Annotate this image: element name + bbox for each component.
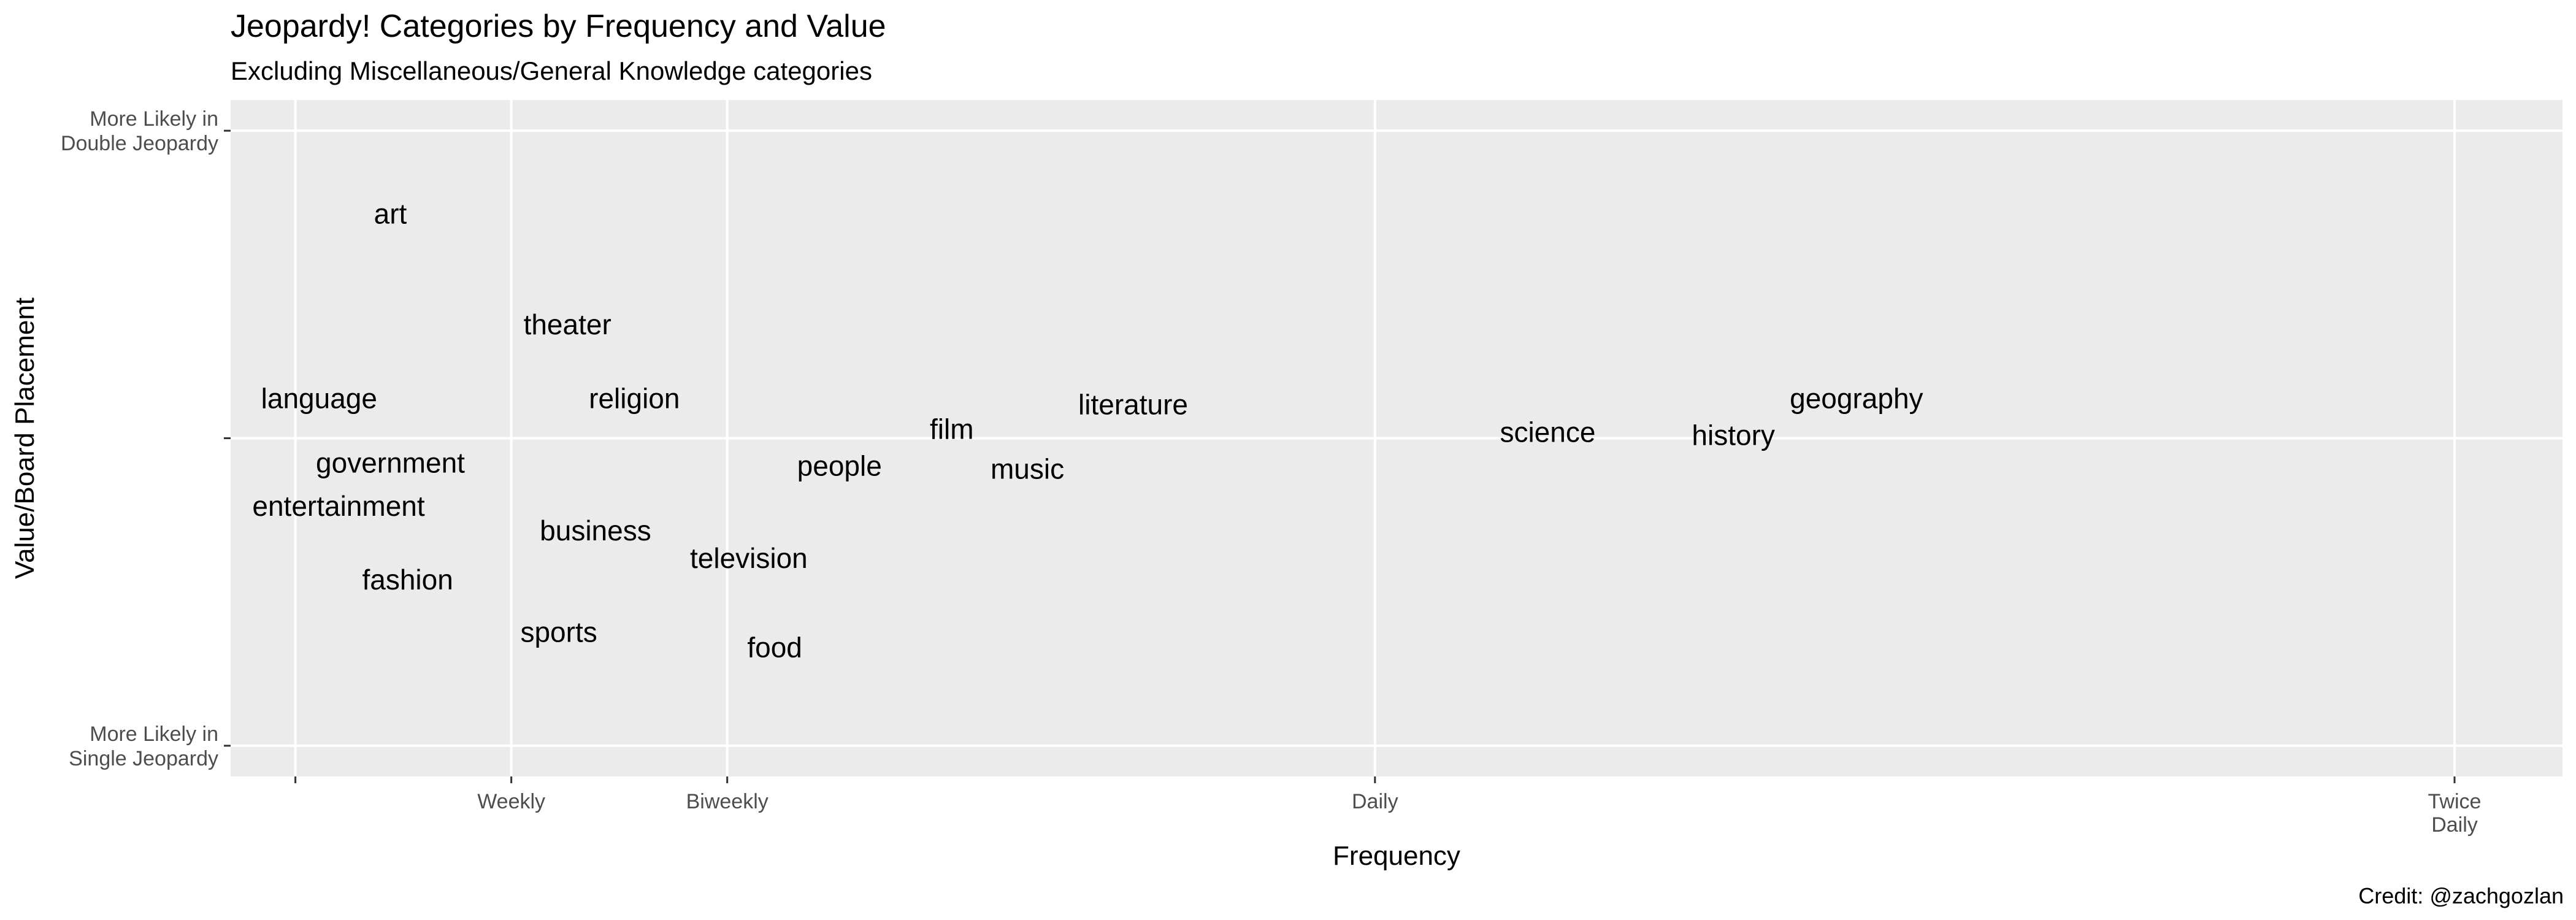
data-label-theater: theater: [524, 309, 611, 340]
data-label-government: government: [316, 447, 465, 479]
chart-subtitle: Excluding Miscellaneous/General Knowledg…: [231, 56, 872, 85]
chart-caption: Credit: @zachgozlan: [2358, 883, 2564, 908]
data-label-sports: sports: [520, 616, 597, 648]
data-label-food: food: [747, 631, 802, 663]
data-labels: art theater language religion government ente…: [252, 198, 1923, 664]
data-label-art: art: [374, 198, 407, 230]
data-label-history: history: [1692, 419, 1774, 451]
x-axis: Weekly Biweekly Daily Twice Daily: [294, 776, 2482, 837]
data-label-people: people: [797, 450, 882, 482]
data-label-entertainment: entertainment: [252, 490, 424, 522]
data-label-religion: religion: [589, 382, 680, 414]
gridlines: [231, 100, 2563, 776]
data-label-literature: literature: [1078, 388, 1188, 420]
data-label-business: business: [540, 515, 651, 546]
data-label-television: television: [690, 542, 808, 574]
x-tick-label: Biweekly: [686, 790, 769, 813]
x-tick-label: Weekly: [477, 790, 545, 813]
data-label-science: science: [1500, 416, 1595, 448]
y-axis-title: Value/Board Placement: [10, 297, 40, 579]
data-label-language: language: [261, 382, 377, 414]
data-label-film: film: [930, 413, 974, 445]
data-label-geography: geography: [1790, 382, 1923, 414]
y-tick-label: More Likely in Double Jeopardy: [61, 107, 218, 155]
x-tick-label: Daily: [1352, 790, 1398, 813]
y-tick-label: More Likely in Single Jeopardy: [69, 723, 218, 770]
x-tick-label: Twice Daily: [2428, 790, 2482, 837]
x-axis-title: Frequency: [1333, 841, 1460, 871]
data-label-music: music: [991, 453, 1064, 485]
chart-title: Jeopardy! Categories by Frequency and Va…: [231, 9, 886, 44]
y-axis: More Likely in Single Jeopardy More Likely…: [61, 107, 231, 770]
data-label-fashion: fashion: [362, 564, 453, 596]
